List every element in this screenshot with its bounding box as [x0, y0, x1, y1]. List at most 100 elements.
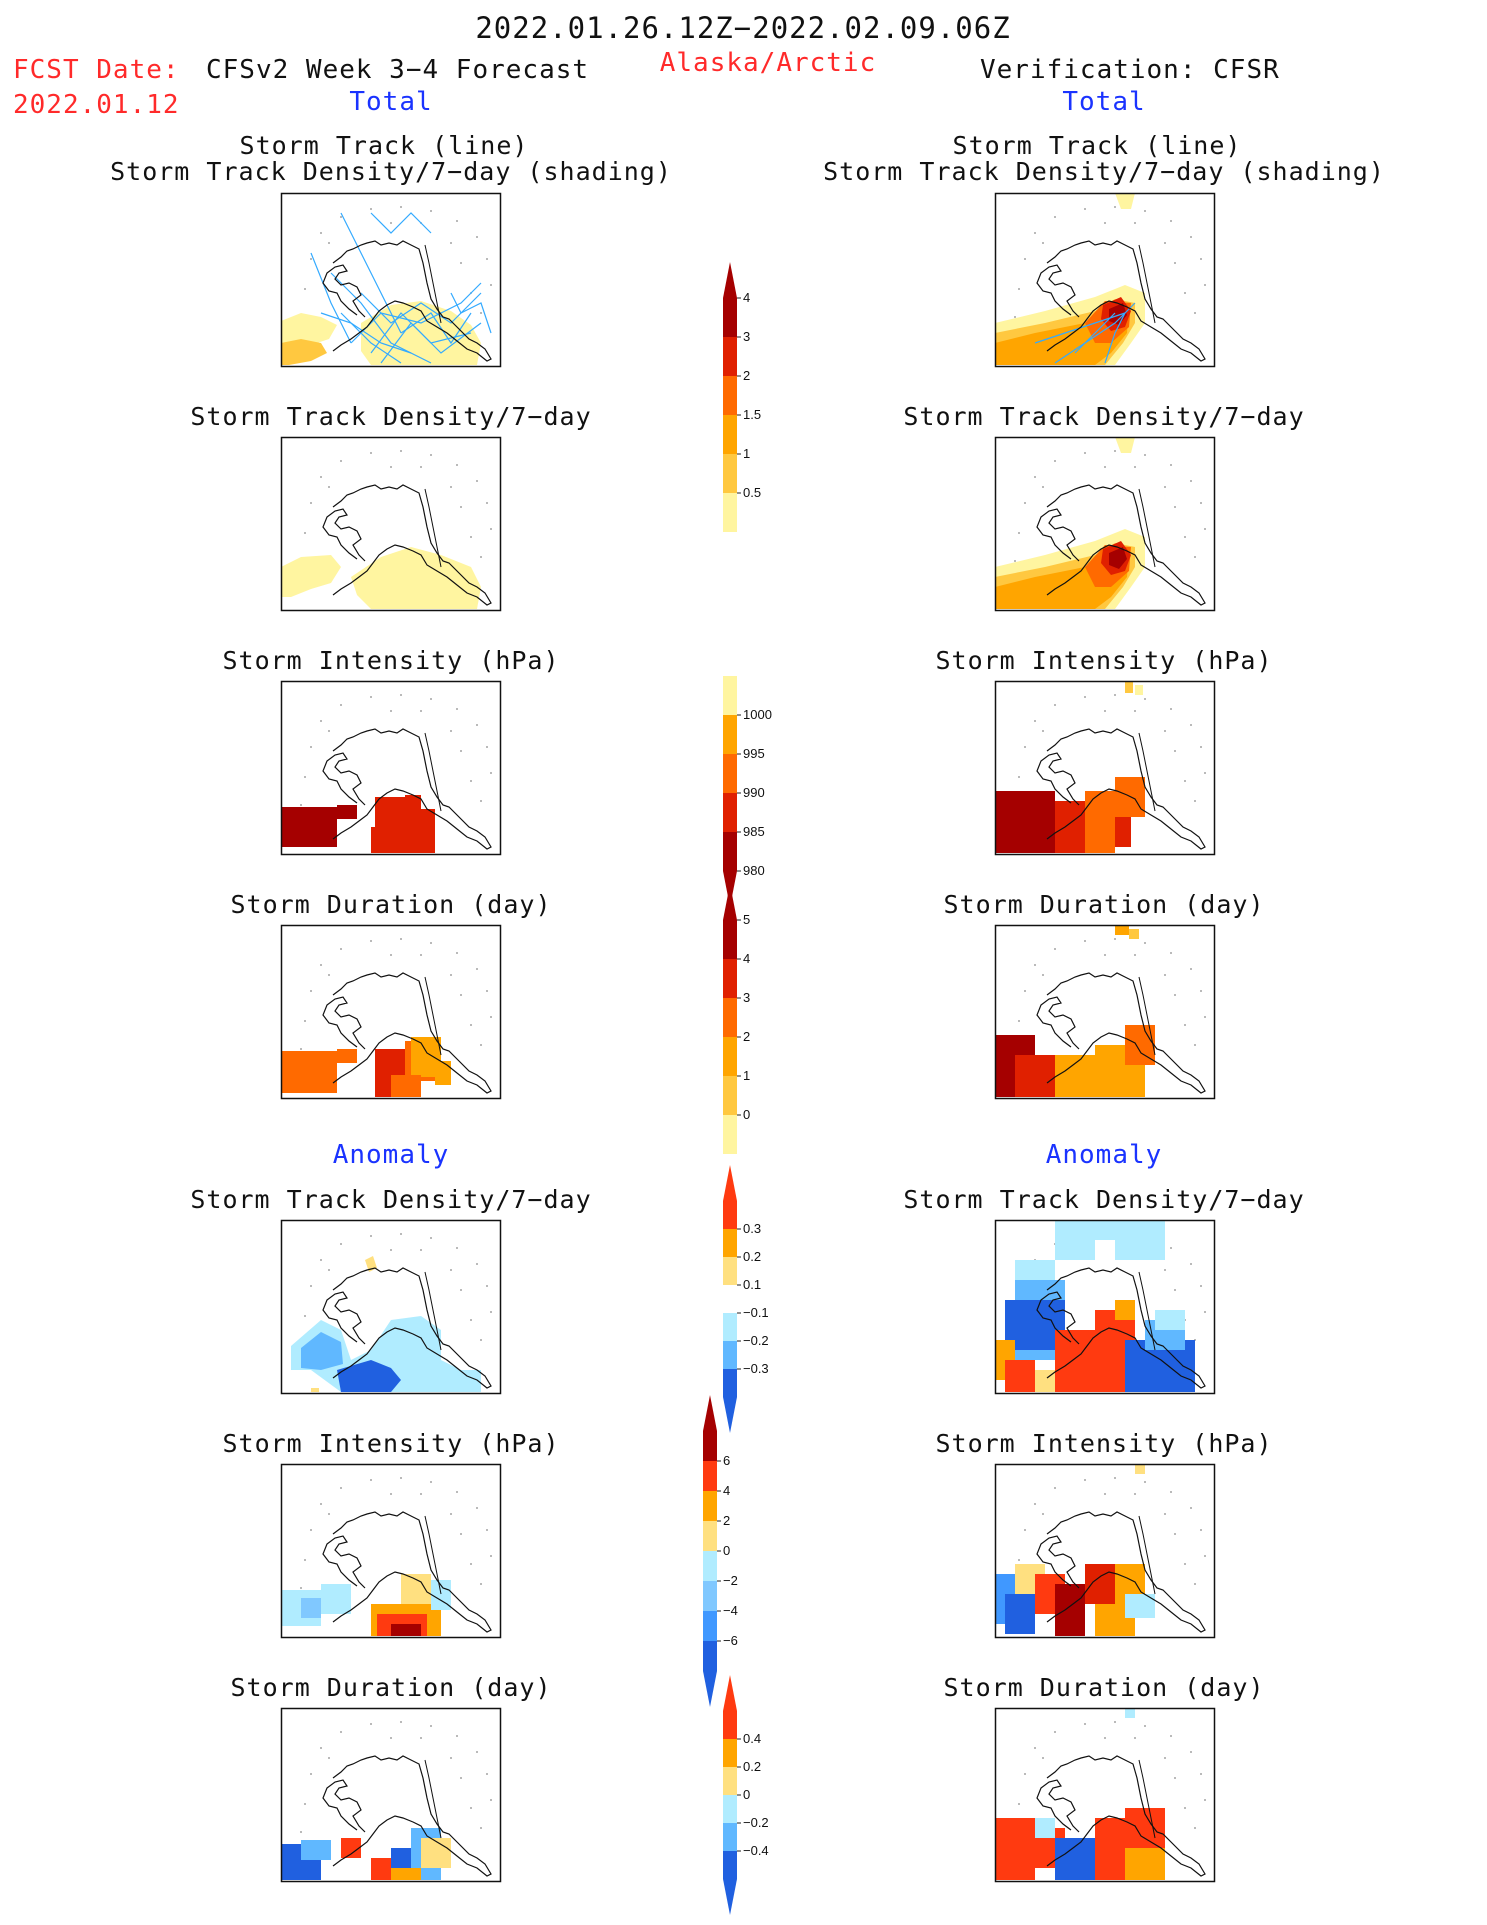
- graticule-dot: [400, 450, 402, 452]
- shaded-region: [1109, 547, 1127, 569]
- graticule-dot: [1164, 974, 1166, 976]
- colorbar-label: 0.1: [743, 1277, 761, 1292]
- graticule-dot: [1084, 1479, 1086, 1481]
- shaded-cell: [1129, 929, 1139, 939]
- colorbar-swatch: [723, 415, 737, 454]
- colorbar-swatch: [723, 793, 737, 832]
- graticule-dot: [490, 528, 492, 530]
- graticule-dot: [430, 1481, 432, 1483]
- graticule-dot: [1018, 288, 1020, 290]
- colorbar-label: 2: [743, 368, 750, 383]
- map-content: [995, 1220, 1206, 1392]
- graticule-dot: [1164, 486, 1166, 488]
- shaded-cell: [1095, 1240, 1115, 1260]
- colorbar-top-arrow: [723, 1675, 737, 1711]
- graticule-dot: [328, 242, 330, 244]
- colorbar-swatch: [723, 337, 737, 376]
- border-line: [1138, 1271, 1156, 1351]
- graticule-dot: [470, 536, 472, 538]
- graticule-dot: [460, 506, 462, 508]
- graticule-dot: [328, 730, 330, 732]
- shaded-cell: [1125, 1708, 1135, 1718]
- graticule-dot: [1184, 1563, 1186, 1565]
- graticule-dot: [430, 942, 432, 944]
- graticule-dot: [1190, 1263, 1192, 1265]
- shaded-cell: [1085, 1564, 1115, 1604]
- graticule-dot: [420, 1737, 422, 1739]
- graticule-dot: [1024, 258, 1026, 260]
- graticule-dot: [1042, 1757, 1044, 1759]
- colorbar-swatch: [723, 1285, 737, 1313]
- graticule-dot: [1014, 316, 1016, 318]
- shaded-cell: [301, 1840, 331, 1860]
- shaded-region: [281, 555, 341, 597]
- graticule-dot: [1084, 1723, 1086, 1725]
- graticule-dot: [1204, 1555, 1206, 1557]
- border-line: [424, 1515, 442, 1595]
- shaded-cell: [1135, 685, 1143, 695]
- colorbar-label: 980: [743, 863, 765, 878]
- colorbar-bottom-arrow: [723, 532, 737, 568]
- graticule-dot: [1034, 1747, 1036, 1749]
- panel-frame: [994, 192, 1216, 368]
- graticule-dot: [470, 780, 472, 782]
- graticule-dot: [400, 1233, 402, 1235]
- colorbar-swatch: [723, 1851, 737, 1879]
- graticule-dot: [460, 1777, 462, 1779]
- graticule-dot: [400, 694, 402, 696]
- right-anomaly-label: Anomaly: [1045, 1140, 1163, 1170]
- graticule-dot: [340, 216, 342, 218]
- coastline: [322, 728, 492, 850]
- graticule-dot: [340, 460, 342, 462]
- graticule-dot: [480, 556, 482, 558]
- coastline: [1036, 1755, 1206, 1877]
- graticule-dot: [300, 1831, 302, 1833]
- right-map-anomaly-storm-duration: [994, 1707, 1216, 1883]
- graticule-dot: [1200, 746, 1202, 748]
- graticule-dot: [460, 994, 462, 996]
- colorbar-top-arrow: [723, 884, 737, 920]
- graticule-dot: [476, 480, 478, 482]
- graticule-dot: [456, 1247, 458, 1249]
- graticule-dot: [486, 258, 488, 260]
- storm-track-line: [350, 282, 482, 344]
- graticule-dot: [1174, 1777, 1176, 1779]
- graticule-dot: [1204, 528, 1206, 530]
- graticule-dot: [450, 730, 452, 732]
- graticule-dot: [1174, 506, 1176, 508]
- map-content: [281, 450, 492, 609]
- graticule-dot: [476, 1507, 478, 1509]
- border-line: [424, 976, 442, 1056]
- graticule-dot: [486, 1529, 488, 1531]
- colorbar-label: 0.4: [743, 1731, 761, 1746]
- graticule-dot: [370, 452, 372, 454]
- graticule-dot: [390, 710, 392, 712]
- panel-frame: [994, 924, 1216, 1100]
- storm-track-line: [370, 212, 432, 234]
- left-total-label: Total: [349, 87, 433, 117]
- right-map-storm-track: [994, 192, 1216, 368]
- graticule-dot: [1054, 1487, 1056, 1489]
- colorbar-swatch: [723, 832, 737, 871]
- shaded-cell: [1055, 801, 1085, 853]
- colorbar-label: 4: [723, 1483, 730, 1498]
- graticule-dot: [310, 1529, 312, 1531]
- colorbar-label: 0: [723, 1543, 730, 1558]
- right-map-storm-intensity: [994, 680, 1216, 856]
- graticule-dot: [1114, 206, 1116, 208]
- graticule-dot: [370, 1479, 372, 1481]
- graticule-dot: [1134, 710, 1136, 712]
- graticule-dot: [400, 1721, 402, 1723]
- border-line: [1138, 732, 1156, 812]
- graticule-dot: [1018, 1020, 1020, 1022]
- shaded-cell: [421, 1838, 451, 1868]
- graticule-dot: [430, 454, 432, 456]
- graticule-dot: [490, 284, 492, 286]
- colorbar-bottom-arrow: [723, 1397, 737, 1433]
- map-content: [281, 1477, 492, 1636]
- shaded-cell: [431, 1580, 451, 1610]
- graticule-dot: [480, 1827, 482, 1829]
- panel-frame: [280, 1463, 502, 1639]
- shaded-cell: [321, 1584, 351, 1614]
- graticule-dot: [1184, 1024, 1186, 1026]
